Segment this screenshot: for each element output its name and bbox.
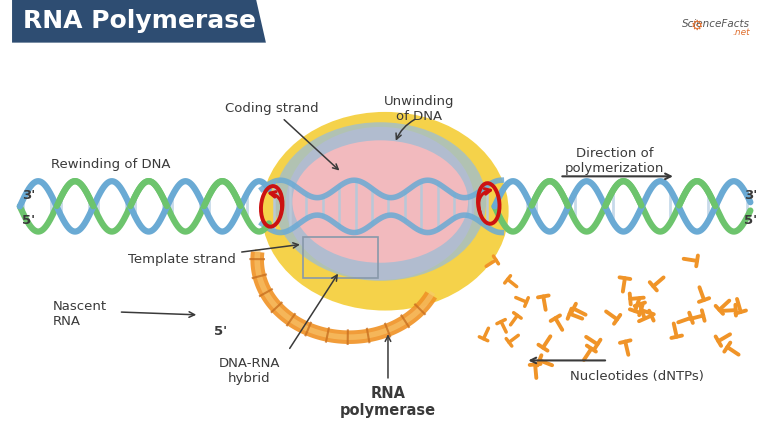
Text: ScienceFacts: ScienceFacts — [682, 19, 750, 29]
Polygon shape — [12, 0, 266, 43]
Text: 3': 3' — [743, 189, 757, 202]
Text: Coding strand: Coding strand — [226, 102, 338, 170]
Text: Direction of
polymerization: Direction of polymerization — [565, 147, 664, 175]
Ellipse shape — [261, 112, 508, 310]
Text: 3': 3' — [22, 189, 35, 202]
Ellipse shape — [286, 127, 475, 280]
Text: .net: .net — [732, 28, 750, 37]
Text: Nascent
RNA: Nascent RNA — [53, 300, 107, 328]
Text: RNA Polymerase: RNA Polymerase — [22, 9, 256, 33]
Text: 5': 5' — [214, 325, 227, 338]
Polygon shape — [250, 251, 437, 344]
Text: DNA-RNA
hybrid: DNA-RNA hybrid — [219, 357, 281, 385]
Text: 5': 5' — [743, 214, 756, 228]
Text: Nucleotides (dNTPs): Nucleotides (dNTPs) — [570, 370, 704, 383]
Text: Rewinding of DNA: Rewinding of DNA — [51, 158, 170, 171]
Text: ⚙: ⚙ — [691, 19, 703, 33]
Text: 5': 5' — [22, 214, 35, 228]
Text: Unwinding
of DNA: Unwinding of DNA — [384, 95, 454, 123]
Text: Template strand: Template strand — [129, 243, 298, 266]
Bar — [303, 237, 378, 278]
Text: RNA
polymerase: RNA polymerase — [340, 386, 436, 418]
